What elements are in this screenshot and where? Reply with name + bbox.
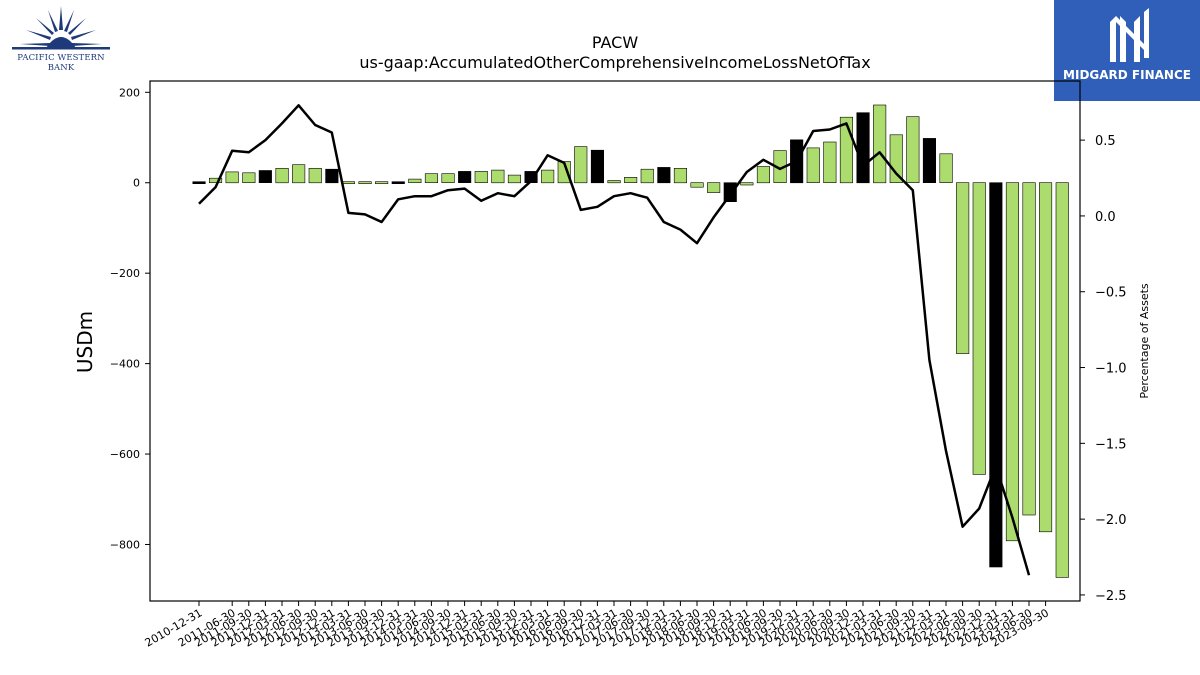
bar xyxy=(707,182,721,193)
bar xyxy=(1005,182,1020,542)
bar xyxy=(989,182,1003,568)
bar xyxy=(325,168,339,184)
bar xyxy=(839,116,854,184)
bar xyxy=(607,180,621,184)
brand-name-text: MIDGARD FINANCE xyxy=(1063,68,1191,82)
bars-layer xyxy=(192,104,1069,578)
bar xyxy=(275,168,289,184)
bar xyxy=(806,147,820,183)
y2-tick-label: −1.5 xyxy=(1095,437,1127,452)
y2-tick-label: 0.0 xyxy=(1095,210,1116,225)
bar xyxy=(474,171,488,183)
bar xyxy=(690,182,704,188)
bar xyxy=(441,173,455,183)
bar xyxy=(507,174,522,184)
line-layer xyxy=(198,104,1031,576)
y-tick-label: 0 xyxy=(133,177,140,190)
bar xyxy=(258,170,272,183)
bar xyxy=(1055,182,1069,578)
bar xyxy=(1022,182,1036,516)
bar xyxy=(391,181,405,184)
bar xyxy=(375,181,389,184)
bar xyxy=(590,149,605,184)
bar xyxy=(192,181,206,184)
bar xyxy=(873,104,887,184)
y-tick-label: −400 xyxy=(110,358,140,371)
bar xyxy=(889,134,903,184)
percentage-line xyxy=(198,104,1031,576)
y2-axis-label: Percentage of Assets xyxy=(1138,283,1151,399)
y-tick-label: −200 xyxy=(110,267,140,280)
bar xyxy=(458,171,472,183)
y2-tick-label: −2.5 xyxy=(1095,589,1127,604)
bar xyxy=(541,169,555,184)
y2-tick-label: −1.0 xyxy=(1095,362,1127,377)
sunburst-icon xyxy=(12,6,110,50)
bar xyxy=(856,112,870,184)
bar xyxy=(624,177,638,184)
bar xyxy=(209,177,223,183)
bar xyxy=(640,168,654,184)
bar xyxy=(673,168,688,184)
bar xyxy=(225,171,239,184)
bar xyxy=(972,182,986,475)
chart-title: PACW xyxy=(592,33,638,52)
bar xyxy=(491,169,505,184)
bar xyxy=(242,172,256,184)
bar xyxy=(358,181,372,184)
bar xyxy=(292,164,306,184)
bank-name-text: PACIFIC WESTERN BANK xyxy=(17,53,105,73)
bar xyxy=(756,166,771,184)
bar xyxy=(906,116,920,183)
midgard-m-icon xyxy=(1110,8,1149,62)
chart-subtitle: us-gaap:AccumulatedOtherComprehensiveInc… xyxy=(359,53,870,72)
y2-tick-label: 0.5 xyxy=(1095,134,1116,149)
axes-layer: 200 0 −200 −400 −600 −800 0.5 0.0 −0.5 −1.0 −1.5 −2… xyxy=(110,80,1127,650)
pacific-western-bank-logo xyxy=(12,6,110,50)
bar xyxy=(657,167,671,184)
bar xyxy=(408,178,422,184)
y2-tick-label: −0.5 xyxy=(1095,286,1127,301)
bar xyxy=(740,182,754,186)
bar xyxy=(574,146,588,184)
bar xyxy=(956,182,970,354)
bar xyxy=(939,153,953,184)
y-tick-label: −800 xyxy=(110,538,140,551)
y-tick-label: 200 xyxy=(119,86,140,99)
bar xyxy=(557,161,571,184)
y-tick-label: −600 xyxy=(110,448,140,461)
y-axis-label: USDm xyxy=(73,311,97,373)
y2-tick-label: −2.0 xyxy=(1095,513,1127,528)
plot-frame xyxy=(149,80,1081,602)
midgard-finance-logo: MIDGARD FINANCE xyxy=(1054,0,1200,101)
bar xyxy=(922,138,937,183)
bar xyxy=(1039,182,1053,533)
bar xyxy=(424,173,439,183)
bar xyxy=(308,168,322,184)
bar xyxy=(341,181,355,184)
bar xyxy=(823,141,837,184)
